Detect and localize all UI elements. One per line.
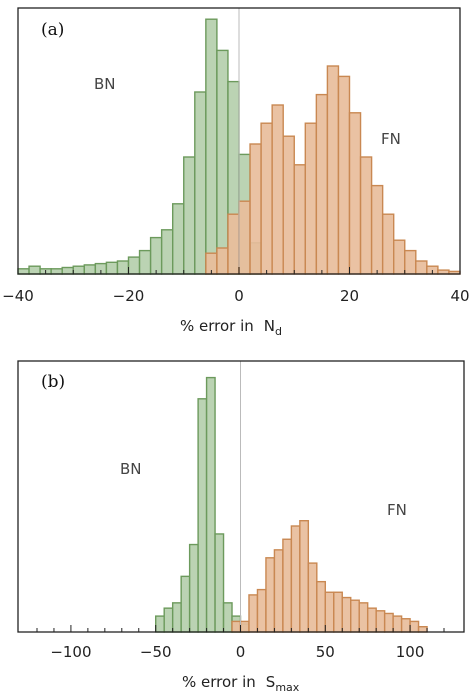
panel-b-fn-bar xyxy=(333,591,343,633)
panel-b-bn-bar xyxy=(163,607,174,633)
panel-b-x-tick-label: −50 xyxy=(140,643,172,661)
panel-a-bn-label: BN xyxy=(94,75,116,93)
panel-b-bn-bar xyxy=(205,376,216,633)
panel-a-x-axis-title: % error in Nd xyxy=(180,317,282,338)
panel-b-fn-bar xyxy=(375,610,386,633)
panel-a-fn-bar xyxy=(370,184,384,275)
panel-a-fn-label: FN xyxy=(381,130,401,148)
panel-b-x-tick-label: 50 xyxy=(316,643,335,661)
panel-a-bn-bar xyxy=(216,49,229,275)
panel-a-fn-bar xyxy=(315,93,329,275)
panel-a-bn-bar xyxy=(160,229,174,275)
panel-a-fn-bar xyxy=(260,122,273,275)
panel-a-bn-bar xyxy=(171,203,185,275)
panel-b-fn-bar xyxy=(400,618,411,633)
panel-b-fn-bar xyxy=(231,620,242,633)
panel-a-bn-bar xyxy=(105,261,119,275)
panel-b-fn-bar xyxy=(290,525,301,633)
panel-a-fn-bar xyxy=(415,260,428,275)
panel-a-fn-bar xyxy=(227,213,240,275)
panel-b-bn-bar xyxy=(214,533,225,633)
panel-a-fn-bar xyxy=(238,200,251,275)
panel-a-x-tick-label: 20 xyxy=(340,287,359,305)
panel-b-fn-bar xyxy=(366,607,377,633)
panel-a-fn-bar xyxy=(304,122,318,275)
panel-a-bn-bar xyxy=(28,265,41,275)
panel-b-fn-bar xyxy=(417,626,428,633)
panel-b-bn-bar xyxy=(222,602,233,633)
panel-a-bars xyxy=(17,18,461,275)
panel-b-x-tick-label: −100 xyxy=(50,643,91,661)
panel-b-bn-bar xyxy=(180,575,191,633)
panel-b-bn-label: BN xyxy=(120,460,142,478)
panel-b-fn-bar xyxy=(383,612,394,633)
panel-b-x-axis-title: % error in Smax xyxy=(182,673,300,694)
panel-a-bn-bar xyxy=(194,91,207,275)
panel-b-x-axis-title-prefix: % error in xyxy=(182,673,256,691)
panel-a-x-tick-label: 0 xyxy=(234,287,244,305)
panel-a-fn-bar xyxy=(293,164,307,275)
panel-a-x-axis-title-subscript: d xyxy=(275,325,282,338)
panel-a-fn-bar xyxy=(326,65,340,275)
panel-b-fn-bar xyxy=(409,620,420,633)
panel-a-bn-bar xyxy=(17,268,30,275)
panel-a-bn-bar xyxy=(116,260,130,275)
panel-a-bn-bar xyxy=(72,265,86,275)
panel-b-fn-bar xyxy=(307,562,318,633)
panel-b-bn-bar xyxy=(197,398,208,633)
panel-b: −100 −50 0 50 100 (b) BN FN % error in Smax xyxy=(17,360,465,694)
panel-b-fn-bar xyxy=(282,538,293,633)
panel-b-x-axis-title-symbol: S xyxy=(266,673,276,691)
panel-b-bn-bar xyxy=(188,543,199,633)
panel-a-fn-bar xyxy=(337,75,351,275)
panel-a-x-axis: −40 −20 0 20 40 xyxy=(2,267,470,305)
panel-a-x-tick-label: 40 xyxy=(450,287,469,305)
panel-b-fn-bar xyxy=(256,588,267,633)
panel-a-x-axis-title-symbol: N xyxy=(264,317,275,335)
panel-b-bn-bar xyxy=(155,615,165,633)
panel-b-fn-bar xyxy=(299,520,310,633)
panel-a-bn-bar xyxy=(61,266,74,275)
panel-a-fn-bar xyxy=(404,249,417,275)
panel-a-bn-bar xyxy=(138,249,152,275)
panel-b-label: (b) xyxy=(41,372,65,392)
panel-a-fn-bar xyxy=(249,143,262,275)
panel-b-fn-bar xyxy=(341,596,352,633)
panel-b-fn-bar xyxy=(239,620,250,633)
panel-b-x-axis: −100 −50 0 50 100 xyxy=(36,625,445,661)
panel-b-x-axis-title-subscript: max xyxy=(275,681,299,694)
panel-b-fn-bar xyxy=(265,557,276,633)
panel-b-fn-bar xyxy=(358,602,369,633)
panel-a-fn-bar xyxy=(381,213,395,275)
panel-a-bn-bar xyxy=(183,156,196,275)
panel-a-label: (a) xyxy=(41,20,64,40)
panel-b-fn-bar xyxy=(248,594,259,633)
panel-b-fn-bar xyxy=(392,615,403,633)
panel-a-x-tick-label: −20 xyxy=(113,287,145,305)
panel-a-fn-bar xyxy=(393,239,406,275)
panel-b-x-tick-label: 100 xyxy=(396,643,425,661)
panel-b-fn-label: FN xyxy=(387,501,407,519)
panel-a: −40 −20 0 20 40 (a) BN FN % error in Nd xyxy=(2,7,470,338)
panel-a-bn-bar xyxy=(127,256,141,275)
panel-b-fn-bar xyxy=(350,599,360,633)
panel-a-fn-bar xyxy=(282,135,295,275)
panel-a-x-tick-label: −40 xyxy=(2,287,34,305)
panel-a-fn-bar xyxy=(348,112,362,275)
panel-b-fn-bar xyxy=(273,549,284,633)
panel-a-bn-bar xyxy=(205,18,218,275)
panel-a-bn-bar xyxy=(149,236,163,275)
panel-b-bn-bar xyxy=(171,602,182,633)
panel-a-fn-bar xyxy=(216,247,229,275)
panel-a-bn-bar xyxy=(50,268,63,275)
panel-a-fn-bar xyxy=(359,156,373,275)
panel-a-x-axis-title-prefix: % error in xyxy=(180,317,254,335)
panel-a-fn-bar xyxy=(271,104,284,275)
panel-b-fn-bar xyxy=(316,580,326,633)
panel-b-fn-bar xyxy=(324,591,335,633)
panel-a-bn-bar xyxy=(83,264,97,275)
panel-b-x-tick-label: 0 xyxy=(236,643,246,661)
